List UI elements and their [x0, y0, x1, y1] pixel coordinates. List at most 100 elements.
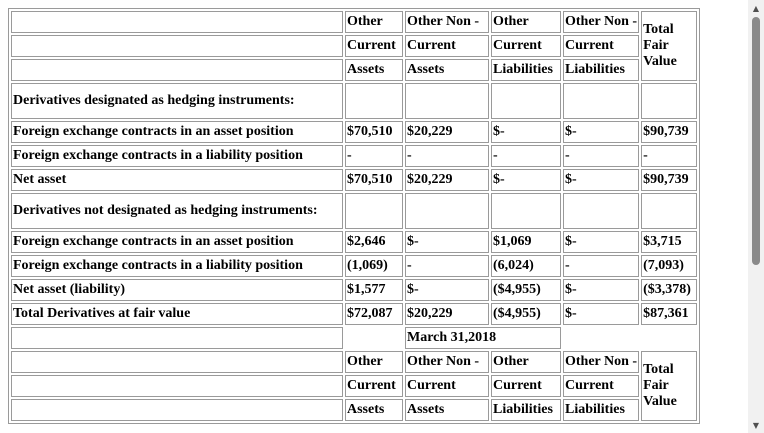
table-row: Foreign exchange contracts in an asset p…	[11, 231, 698, 253]
header-blank-cell	[11, 11, 343, 33]
empty-cell	[491, 83, 561, 119]
cell-other-current-liabilities: ($4,955)	[491, 279, 561, 301]
header-col5: Total Fair Value	[641, 11, 698, 81]
empty-cell	[405, 83, 489, 119]
section-heading-row: Derivatives not designated as hedging in…	[11, 193, 698, 229]
row-label: Net asset	[11, 169, 343, 191]
empty-cell	[641, 193, 698, 229]
cell-other-current-liabilities: $-	[491, 169, 561, 191]
header-row-b3: Assets Assets Liabilities Liabilities	[11, 399, 697, 421]
document-viewport: Other Other Non - Other Other Non - Tota…	[8, 8, 701, 424]
scroll-up-icon[interactable]: ▲	[752, 3, 760, 13]
cell-other-noncurrent-liabilities: -	[563, 145, 640, 167]
header-col3-line1: Other	[491, 351, 561, 373]
cell-total-fair-value: ($3,378)	[641, 279, 698, 301]
cell-other-noncurrent-assets: $-	[405, 279, 489, 301]
header-col2-line3: Assets	[405, 59, 489, 81]
table-row: Net asset (liability) $1,577 $- ($4,955)…	[11, 279, 698, 301]
cell-other-noncurrent-liabilities: $-	[563, 303, 640, 325]
scroll-thumb[interactable]	[752, 17, 760, 265]
row-label: Foreign exchange contracts in an asset p…	[11, 121, 343, 143]
header-col3-line3: Liabilities	[491, 59, 561, 81]
cell-total-fair-value: -	[641, 145, 698, 167]
header-row-a3: Assets Assets Liabilities Liabilities	[11, 59, 697, 81]
row-label: Foreign exchange contracts in an asset p…	[11, 231, 343, 253]
header-blank-cell	[11, 59, 343, 81]
header-blank-cell	[11, 399, 343, 421]
date-row: March 31,2018	[11, 327, 697, 349]
header-col1-line1: Other	[345, 351, 403, 373]
empty-cell	[345, 193, 403, 229]
table-row: Net asset $70,510 $20,229 $- $- $90,739	[11, 169, 698, 191]
cell-total-fair-value: $3,715	[641, 231, 698, 253]
empty-cell	[405, 193, 489, 229]
fair-value-table: Other Other Non - Other Other Non - Tota…	[8, 8, 701, 424]
row-label: Foreign exchange contracts in a liabilit…	[11, 145, 343, 167]
header-col3-line3: Liabilities	[491, 399, 561, 421]
header-col2-line2: Current	[405, 375, 489, 397]
cell-other-current-liabilities: -	[491, 145, 561, 167]
header-col4-line2: Current	[563, 375, 640, 397]
header-col3-line2: Current	[491, 35, 561, 57]
cell-other-current-liabilities: $-	[491, 121, 561, 143]
cell-other-noncurrent-liabilities: $-	[563, 169, 640, 191]
header-col2-line2: Current	[405, 35, 489, 57]
header-col3-line1: Other	[491, 11, 561, 33]
header-col1-line2: Current	[345, 35, 403, 57]
header-blank-cell	[11, 375, 343, 397]
header-col5: Total Fair Value	[641, 351, 698, 421]
section-heading-row: Derivatives designated as hedging instru…	[11, 83, 698, 119]
empty-cell	[563, 327, 639, 349]
row-label: Foreign exchange contracts in a liabilit…	[11, 255, 343, 277]
empty-cell	[563, 83, 640, 119]
header-row-a1: Other Other Non - Other Other Non - Tota…	[11, 11, 698, 81]
cell-other-current-liabilities: (6,024)	[491, 255, 561, 277]
cell-total-fair-value: (7,093)	[641, 255, 698, 277]
cell-other-noncurrent-liabilities: $-	[563, 231, 640, 253]
header-row-b1: Other Other Non - Other Other Non - Tota…	[11, 351, 698, 421]
header-col1-line1: Other	[345, 11, 403, 33]
cell-other-current-assets: $1,577	[345, 279, 403, 301]
header-col2-line3: Assets	[405, 399, 489, 421]
header-col4-line3: Liabilities	[563, 59, 640, 81]
header-col1-line3: Assets	[345, 399, 403, 421]
header-blank-cell	[11, 327, 343, 349]
cell-other-noncurrent-liabilities: $-	[563, 279, 640, 301]
cell-total-fair-value: $87,361	[641, 303, 698, 325]
header-col2-line1: Other Non -	[405, 11, 489, 33]
empty-cell	[345, 327, 403, 349]
header-col4-line3: Liabilities	[563, 399, 640, 421]
table-row: Foreign exchange contracts in a liabilit…	[11, 145, 698, 167]
cell-other-current-assets: $2,646	[345, 231, 403, 253]
header-col1-line3: Assets	[345, 59, 403, 81]
empty-cell	[491, 193, 561, 229]
row-label: Total Derivatives at fair value	[11, 303, 343, 325]
table-row: Foreign exchange contracts in an asset p…	[11, 121, 698, 143]
section-heading-not-designated: Derivatives not designated as hedging in…	[11, 193, 343, 229]
cell-total-fair-value: $90,739	[641, 169, 698, 191]
date-heading: March 31,2018	[405, 327, 561, 349]
cell-other-current-assets: $72,087	[345, 303, 403, 325]
cell-other-noncurrent-assets: $20,229	[405, 169, 489, 191]
cell-other-current-liabilities: $1,069	[491, 231, 561, 253]
cell-other-current-assets: -	[345, 145, 403, 167]
header-row-b2: Current Current Current Current	[11, 375, 697, 397]
cell-other-current-liabilities: ($4,955)	[491, 303, 561, 325]
cell-other-current-assets: $70,510	[345, 121, 403, 143]
header-blank-cell	[11, 35, 343, 57]
header-col4-line1: Other Non -	[563, 351, 640, 373]
table-row: Total Derivatives at fair value $72,087 …	[11, 303, 698, 325]
header-col2-line1: Other Non -	[405, 351, 489, 373]
cell-other-current-assets: (1,069)	[345, 255, 403, 277]
header-blank-cell	[11, 351, 343, 373]
cell-other-noncurrent-assets: -	[405, 145, 489, 167]
row-label: Net asset (liability)	[11, 279, 343, 301]
cell-other-noncurrent-liabilities: $-	[563, 121, 640, 143]
table-row: Foreign exchange contracts in a liabilit…	[11, 255, 698, 277]
vertical-scrollbar[interactable]: ▲ ▼	[748, 0, 764, 433]
empty-cell	[345, 83, 403, 119]
cell-other-noncurrent-assets: -	[405, 255, 489, 277]
scroll-down-icon[interactable]: ▼	[752, 420, 760, 430]
cell-other-noncurrent-assets: $-	[405, 231, 489, 253]
cell-other-noncurrent-assets: $20,229	[405, 121, 489, 143]
